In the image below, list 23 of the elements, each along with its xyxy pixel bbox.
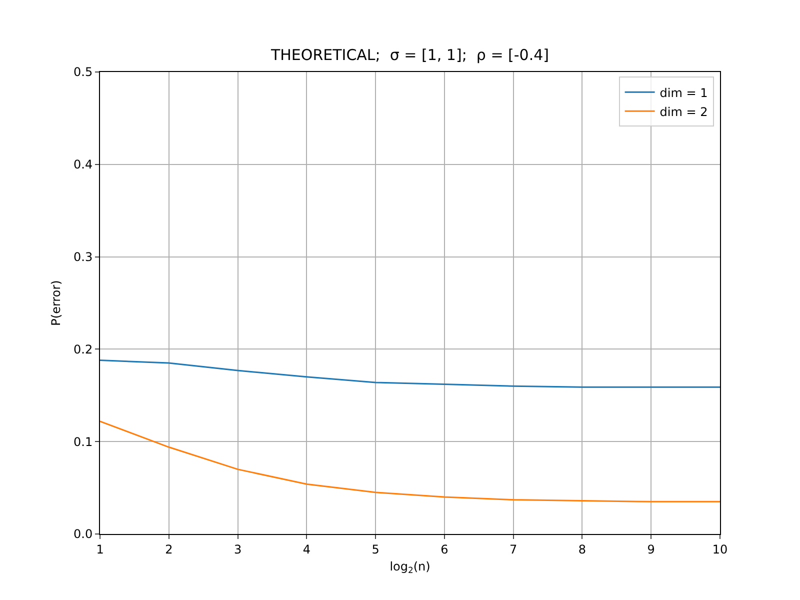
x-tick-label: 3 (234, 542, 242, 556)
y-axis-title: P(error) (48, 280, 63, 326)
x-tick-label: 5 (372, 542, 380, 556)
y-tick-label: 0.3 (74, 250, 93, 264)
x-tick-label: 7 (510, 542, 518, 556)
chart-title: THEORETICAL; σ = [1, 1]; ρ = [-0.4] (270, 46, 550, 64)
y-tick-label: 0.1 (74, 434, 93, 449)
x-tick-label: 10 (712, 542, 728, 556)
y-tick-label: 0.4 (74, 158, 93, 172)
y-tick-label: 0.0 (74, 527, 93, 542)
legend-label: dim = 1 (660, 86, 708, 100)
y-tick-label: 0.2 (74, 342, 93, 356)
legend-label: dim = 2 (660, 104, 708, 119)
x-tick-label: 2 (165, 542, 173, 556)
line-series (100, 360, 720, 388)
x-tick-label: 6 (440, 542, 448, 556)
x-tick-label: 1 (96, 542, 104, 556)
x-tick-label: 8 (578, 542, 586, 556)
line-series (100, 420, 720, 502)
x-tick-label: 9 (647, 542, 655, 556)
y-tick-label: 0.5 (74, 65, 93, 80)
x-axis-title: log$_{2}$(n) (390, 559, 430, 575)
x-tick-label: 4 (302, 542, 310, 556)
